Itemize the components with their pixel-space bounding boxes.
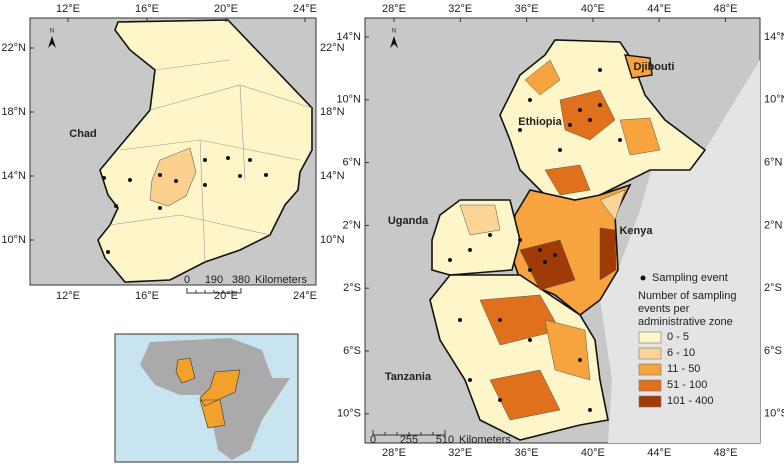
inset-east-africa (199, 369, 241, 429)
lon-label: 40°E (581, 447, 605, 459)
lat-label: 10°N (1, 234, 26, 246)
legend-label: 11 - 50 (667, 363, 700, 375)
sampling-points-right (448, 68, 622, 412)
lat-label: 14°N (320, 170, 345, 182)
scale-label: 510 (436, 434, 454, 446)
lon-label: 32°E (448, 447, 472, 459)
lat-label: 10°N (336, 94, 361, 106)
djibouti (624, 54, 653, 79)
legend-point-symbol (640, 275, 646, 281)
lon-label: 12°E (56, 290, 80, 302)
legend-label: 0 - 5 (667, 331, 689, 343)
lat-label: 10°S (337, 408, 361, 420)
lat-label: 18°N (1, 106, 26, 118)
lat-label: 2°N (764, 219, 783, 231)
lat-label: 22°N (320, 42, 345, 54)
province (149, 147, 197, 207)
lon-label: 28°E (382, 3, 406, 15)
lon-label: 44°E (647, 3, 671, 15)
lat-label: 2°S (764, 282, 782, 294)
lon-label: 44°E (647, 447, 671, 459)
north-label: N (392, 29, 396, 35)
inset-chad (175, 357, 196, 384)
legend-swatch (638, 347, 662, 360)
country-label: Kenya (619, 225, 653, 237)
lon-label: 24°E (293, 290, 317, 302)
scale-label: 190 (205, 274, 223, 286)
lat-label: 18°N (320, 106, 345, 118)
legend-label: 101 - 400 (667, 395, 713, 407)
lat-label: 6°N (764, 157, 783, 169)
lon-label: 36°E (515, 447, 539, 459)
lat-label: 6°S (764, 345, 782, 357)
tanzania (429, 274, 609, 441)
lon-label: 40°E (581, 3, 605, 15)
lon-label: 20°E (214, 3, 238, 15)
lat-label: 14°N (336, 31, 361, 43)
country-label: Uganda (388, 215, 429, 227)
lon-label: 48°E (714, 3, 738, 15)
legend-point-label: Sampling event (652, 272, 728, 284)
lon-label: 36°E (515, 3, 539, 15)
north-label: N (50, 29, 54, 35)
lat-label: 14°N (1, 170, 26, 182)
admin-lines (109, 59, 313, 263)
country-label: Ethiopia (518, 116, 562, 128)
zones (459, 59, 661, 421)
legend-label: 6 - 10 (667, 347, 695, 359)
scale-label: 255 (400, 434, 418, 446)
lon-label: 12°E (56, 3, 80, 15)
country-label: Chad (69, 128, 97, 140)
legend-title: administrative zone (638, 316, 733, 328)
lon-label: 16°E (135, 3, 159, 15)
lon-label: 48°E (714, 447, 738, 459)
lat-label: 14°N (764, 31, 784, 43)
lat-label: 2°N (343, 219, 362, 231)
north-arrow-right (390, 36, 398, 48)
legend-swatch (638, 363, 662, 376)
lat-label: 22°N (1, 42, 26, 54)
country-label: Tanzania (385, 371, 432, 383)
lon-label: 20°E (214, 290, 238, 302)
scale-label: 0 (184, 274, 190, 286)
scale-label: 380 (232, 274, 250, 286)
scale-label: 0 (370, 434, 376, 446)
right-scale-bar (372, 430, 446, 436)
lat-label: 10°S (764, 408, 784, 420)
legend-swatch (638, 331, 662, 344)
ocean (600, 60, 760, 443)
lon-label: 28°E (382, 447, 406, 459)
legend-title: events per (638, 303, 690, 315)
north-arrow (48, 36, 56, 48)
scale-unit: Kilometers (459, 434, 511, 446)
lat-label: 6°N (343, 157, 362, 169)
lat-label: 6°S (343, 345, 361, 357)
lat-label: 2°S (343, 282, 361, 294)
lon-label: 16°E (135, 290, 159, 302)
lat-label: 10°N (320, 234, 345, 246)
lat-label: 10°N (764, 94, 784, 106)
left-scale-bar (186, 288, 242, 294)
sampling-points (102, 156, 268, 254)
scale-unit: Kilometers (255, 274, 307, 286)
chad (97, 19, 313, 283)
legend-swatch (638, 395, 662, 408)
legend-swatch (638, 379, 662, 392)
legend-label: 51 - 100 (667, 379, 707, 391)
lon-label: 24°E (293, 3, 317, 15)
country-label: Djibouti (634, 61, 675, 73)
lon-label: 32°E (448, 3, 472, 15)
legend-title: Number of sampling (638, 290, 736, 302)
